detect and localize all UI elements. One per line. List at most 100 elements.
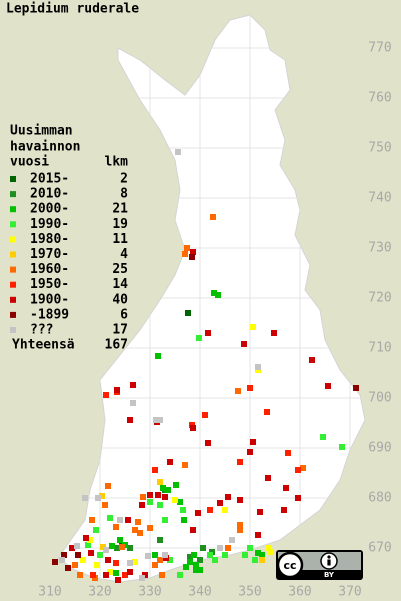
observation (157, 557, 163, 563)
observation (119, 544, 125, 550)
observation (90, 572, 96, 578)
observation (211, 290, 217, 296)
observation (127, 417, 133, 423)
observation (117, 537, 123, 543)
observation (207, 552, 213, 558)
observation (165, 487, 171, 493)
observation (94, 562, 100, 568)
observation (157, 537, 163, 543)
observation (265, 475, 271, 481)
observation (196, 335, 202, 341)
observation (187, 554, 193, 560)
observation (127, 560, 133, 566)
legend-swatch (10, 281, 16, 288)
observation (193, 562, 199, 568)
observation (309, 357, 315, 363)
observation (229, 537, 235, 543)
observation (172, 497, 178, 503)
observation (103, 392, 109, 398)
observation (217, 500, 223, 506)
observation (207, 507, 213, 513)
observation (157, 479, 163, 485)
observation (247, 545, 253, 551)
observation (139, 575, 145, 581)
legend-count: 14 (112, 277, 128, 292)
observation (183, 564, 189, 570)
observation (140, 494, 146, 500)
legend-count: 6 (120, 307, 128, 322)
legend-swatch (10, 311, 16, 318)
observation (89, 517, 95, 523)
observation (125, 517, 131, 523)
observation (114, 545, 120, 551)
y-tick-label: 680 (368, 491, 391, 506)
observation (242, 552, 248, 558)
observation (147, 499, 153, 505)
observation (250, 439, 256, 445)
total-label: Yhteensä (12, 338, 75, 353)
observation (113, 560, 119, 566)
legend-count: 25 (112, 262, 128, 277)
observation (247, 385, 253, 391)
legend-swatch (10, 251, 16, 258)
observation (99, 493, 105, 499)
observation (222, 507, 228, 513)
observation (127, 569, 133, 575)
observation (180, 507, 186, 513)
observations (52, 149, 359, 583)
legend-label: 2015- (30, 172, 69, 187)
y-tick-label: 740 (368, 191, 391, 206)
observation (132, 559, 138, 565)
observation (122, 572, 128, 578)
observation (187, 559, 193, 565)
y-tick-label: 730 (368, 241, 391, 256)
observation (202, 412, 208, 418)
y-tick-label: 750 (368, 141, 391, 156)
observation (271, 330, 277, 336)
y-tick-label: 720 (368, 291, 391, 306)
observation (157, 502, 163, 508)
observation (190, 425, 196, 431)
observation (135, 519, 141, 525)
observation (130, 400, 136, 406)
x-tick-label: 360 (288, 585, 311, 600)
observation (137, 530, 143, 536)
legend-count: 19 (112, 217, 128, 232)
legend-count: 2 (120, 172, 128, 187)
observation (250, 324, 256, 330)
observation (83, 535, 89, 541)
observation (190, 249, 196, 255)
observation (195, 510, 201, 516)
x-tick-label: 310 (38, 585, 61, 600)
observation (281, 507, 287, 513)
observation (147, 525, 153, 531)
observation (217, 545, 223, 551)
observation (257, 509, 263, 515)
observation (255, 550, 261, 556)
legend-label: 1980- (30, 232, 69, 247)
observation (103, 572, 109, 578)
legend: Uusimman havainnon vuosi lkm Yhteensä 16… (10, 124, 128, 353)
observation (59, 557, 65, 563)
observation (222, 552, 228, 558)
observation (155, 492, 161, 498)
observation (167, 459, 173, 465)
observation (127, 545, 133, 551)
legend-label: -1899 (30, 307, 69, 322)
observation (205, 330, 211, 336)
observation (115, 577, 121, 583)
legend-swatch (10, 327, 16, 333)
observation (210, 214, 216, 220)
observation (102, 502, 108, 508)
legend-count: 17 (112, 323, 128, 338)
legend-swatch (10, 221, 16, 228)
legend-count: 4 (120, 247, 128, 262)
legend-label: 1900- (30, 292, 69, 307)
observation (107, 515, 113, 521)
observation (185, 310, 191, 316)
observation (212, 557, 218, 563)
observation (285, 450, 291, 456)
observation (237, 497, 243, 503)
observation (200, 545, 206, 551)
observation (113, 570, 119, 576)
